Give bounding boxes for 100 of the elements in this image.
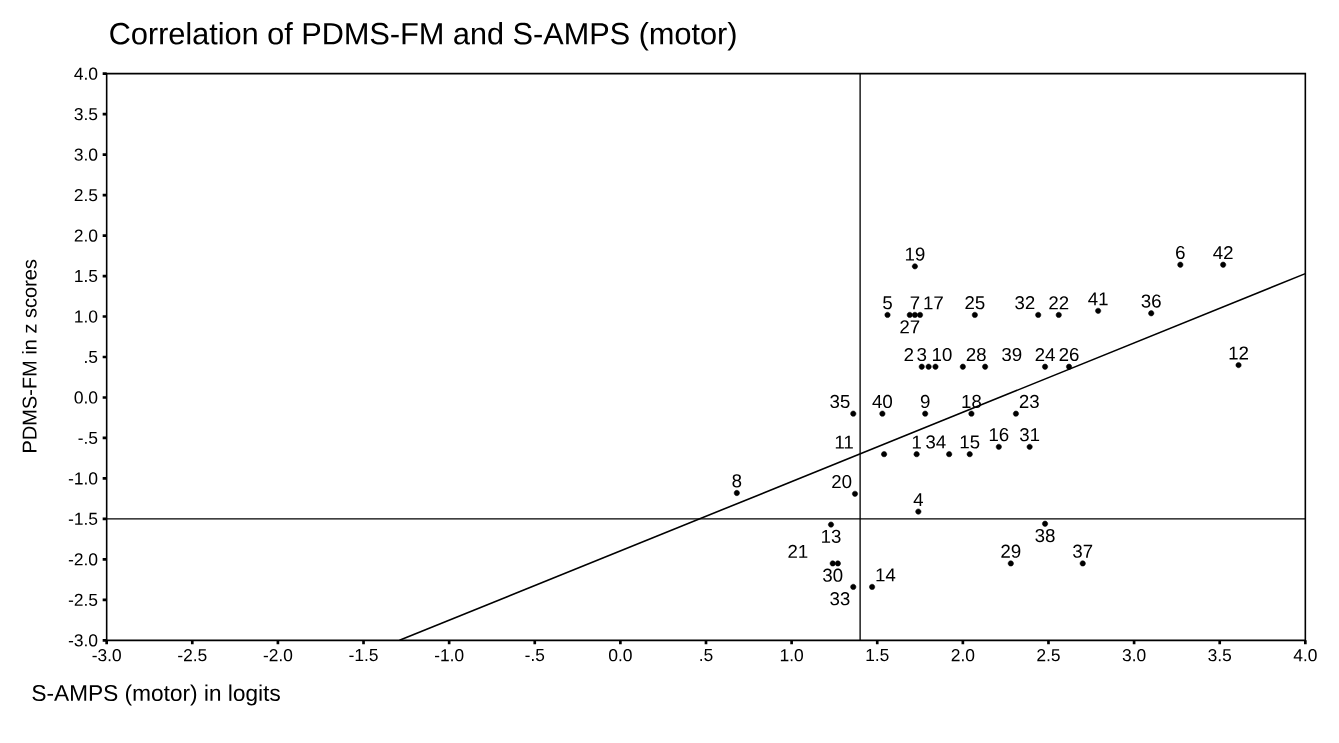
annotation: 25: [965, 296, 985, 310]
annotation: 30: [823, 568, 843, 582]
point: [1055, 311, 1062, 318]
x-tick-label: 3.5: [1208, 649, 1232, 662]
annotation: 22: [1049, 296, 1069, 310]
annotation: 14: [876, 568, 896, 582]
annotation: 27: [900, 320, 920, 334]
x-tick-label: -.5: [525, 649, 545, 662]
point: [959, 363, 966, 370]
annotation: 13: [822, 529, 841, 543]
y-tick-label: -1.5: [68, 512, 98, 525]
point: [911, 263, 918, 270]
annotation: 18: [962, 394, 981, 409]
annotation: 15: [960, 435, 980, 449]
point: [1013, 410, 1019, 417]
point: [913, 451, 920, 458]
point: [1177, 261, 1184, 268]
point: [884, 311, 891, 318]
annotation: 40: [872, 394, 893, 409]
point: [1007, 560, 1014, 567]
point: [1066, 363, 1072, 370]
x-tick-label: .5: [700, 649, 713, 662]
x-axis-title: S-AMPS (motor) in logits: [32, 684, 280, 706]
point: [852, 490, 858, 497]
point: [922, 410, 929, 417]
x-tick-label: -3.0: [92, 649, 121, 662]
annotation: 12: [1229, 346, 1248, 360]
annotation: 19: [905, 247, 925, 261]
x-tick-label: 2.5: [1037, 649, 1060, 662]
annotation: 4: [913, 493, 923, 507]
x-tick-label: 2.0: [951, 649, 975, 662]
y-tick-label: 3.0: [74, 148, 98, 161]
y-tick-label: -1.0: [68, 472, 98, 485]
x-tick-label: 1.5: [866, 649, 889, 662]
annotation: 5: [883, 296, 892, 310]
point: [1035, 311, 1042, 318]
point: [932, 363, 939, 370]
point: [834, 560, 841, 567]
annotation: 23: [1019, 394, 1039, 409]
y-tick-label: .5: [85, 350, 98, 364]
annotation: 35: [830, 394, 850, 409]
annotation: 41: [1088, 292, 1108, 306]
annotation: 10: [932, 347, 952, 362]
y-tick-label: -2.0: [68, 553, 98, 566]
point: [1042, 363, 1048, 370]
chart-title: Correlation of PDMS-FM and S-AMPS (motor): [110, 22, 736, 51]
y-tick-label: 0.0: [74, 391, 98, 404]
annotation: 38: [1035, 528, 1055, 543]
point: [1148, 310, 1155, 317]
annotation: 3: [917, 347, 927, 362]
point: [968, 410, 975, 417]
point: [829, 560, 836, 567]
annotation: 20: [832, 474, 852, 489]
point: [828, 521, 834, 528]
x-tick-label: -1.5: [349, 649, 378, 662]
point: [1220, 261, 1227, 268]
annotation: 33: [830, 592, 850, 606]
point: [966, 451, 973, 458]
point: [911, 311, 918, 318]
annotation: 26: [1059, 347, 1079, 362]
point: [1042, 520, 1048, 527]
annotation: 8: [732, 474, 742, 488]
point: [850, 583, 857, 590]
point: [869, 583, 876, 590]
annotation: 28: [966, 347, 986, 362]
point: [971, 311, 978, 318]
x-tick-label: 4.0: [1293, 649, 1317, 662]
point: [906, 311, 913, 318]
x-tick-label: 0.0: [609, 649, 632, 662]
y-tick-label: -3.0: [68, 634, 98, 647]
point: [879, 410, 886, 417]
x-tick-label: 1.0: [780, 649, 803, 662]
annotation: 37: [1073, 544, 1093, 558]
point: [915, 508, 922, 515]
annotation: 9: [920, 394, 930, 409]
point: [925, 363, 932, 370]
y-tick-label: 3.5: [74, 108, 98, 121]
x-tick-label: -2.5: [178, 649, 207, 662]
point: [881, 451, 888, 458]
point: [995, 443, 1002, 450]
annotation: 6: [1176, 245, 1185, 260]
annotation: 21: [788, 544, 808, 558]
x-tick-label: -2.0: [263, 649, 293, 662]
y-axis-title: PDMS-FM in z scores: [21, 259, 37, 452]
y-tick-label: 1.0: [75, 310, 98, 323]
point: [1079, 560, 1086, 567]
annotation: 42: [1213, 246, 1233, 260]
x-tick-label: -1.0: [434, 649, 464, 662]
point: [850, 410, 857, 417]
point: [1095, 307, 1102, 314]
y-tick-label: -2.5: [68, 593, 98, 606]
annotation: 34: [926, 435, 946, 449]
annotation: 29: [1001, 544, 1021, 558]
point: [1235, 362, 1242, 369]
annotation: 31: [1019, 428, 1040, 442]
annotation: 16: [989, 428, 1009, 442]
point: [1026, 443, 1033, 450]
annotation: 2: [904, 348, 914, 362]
annotation: 1: [912, 435, 921, 449]
point: [918, 363, 925, 370]
